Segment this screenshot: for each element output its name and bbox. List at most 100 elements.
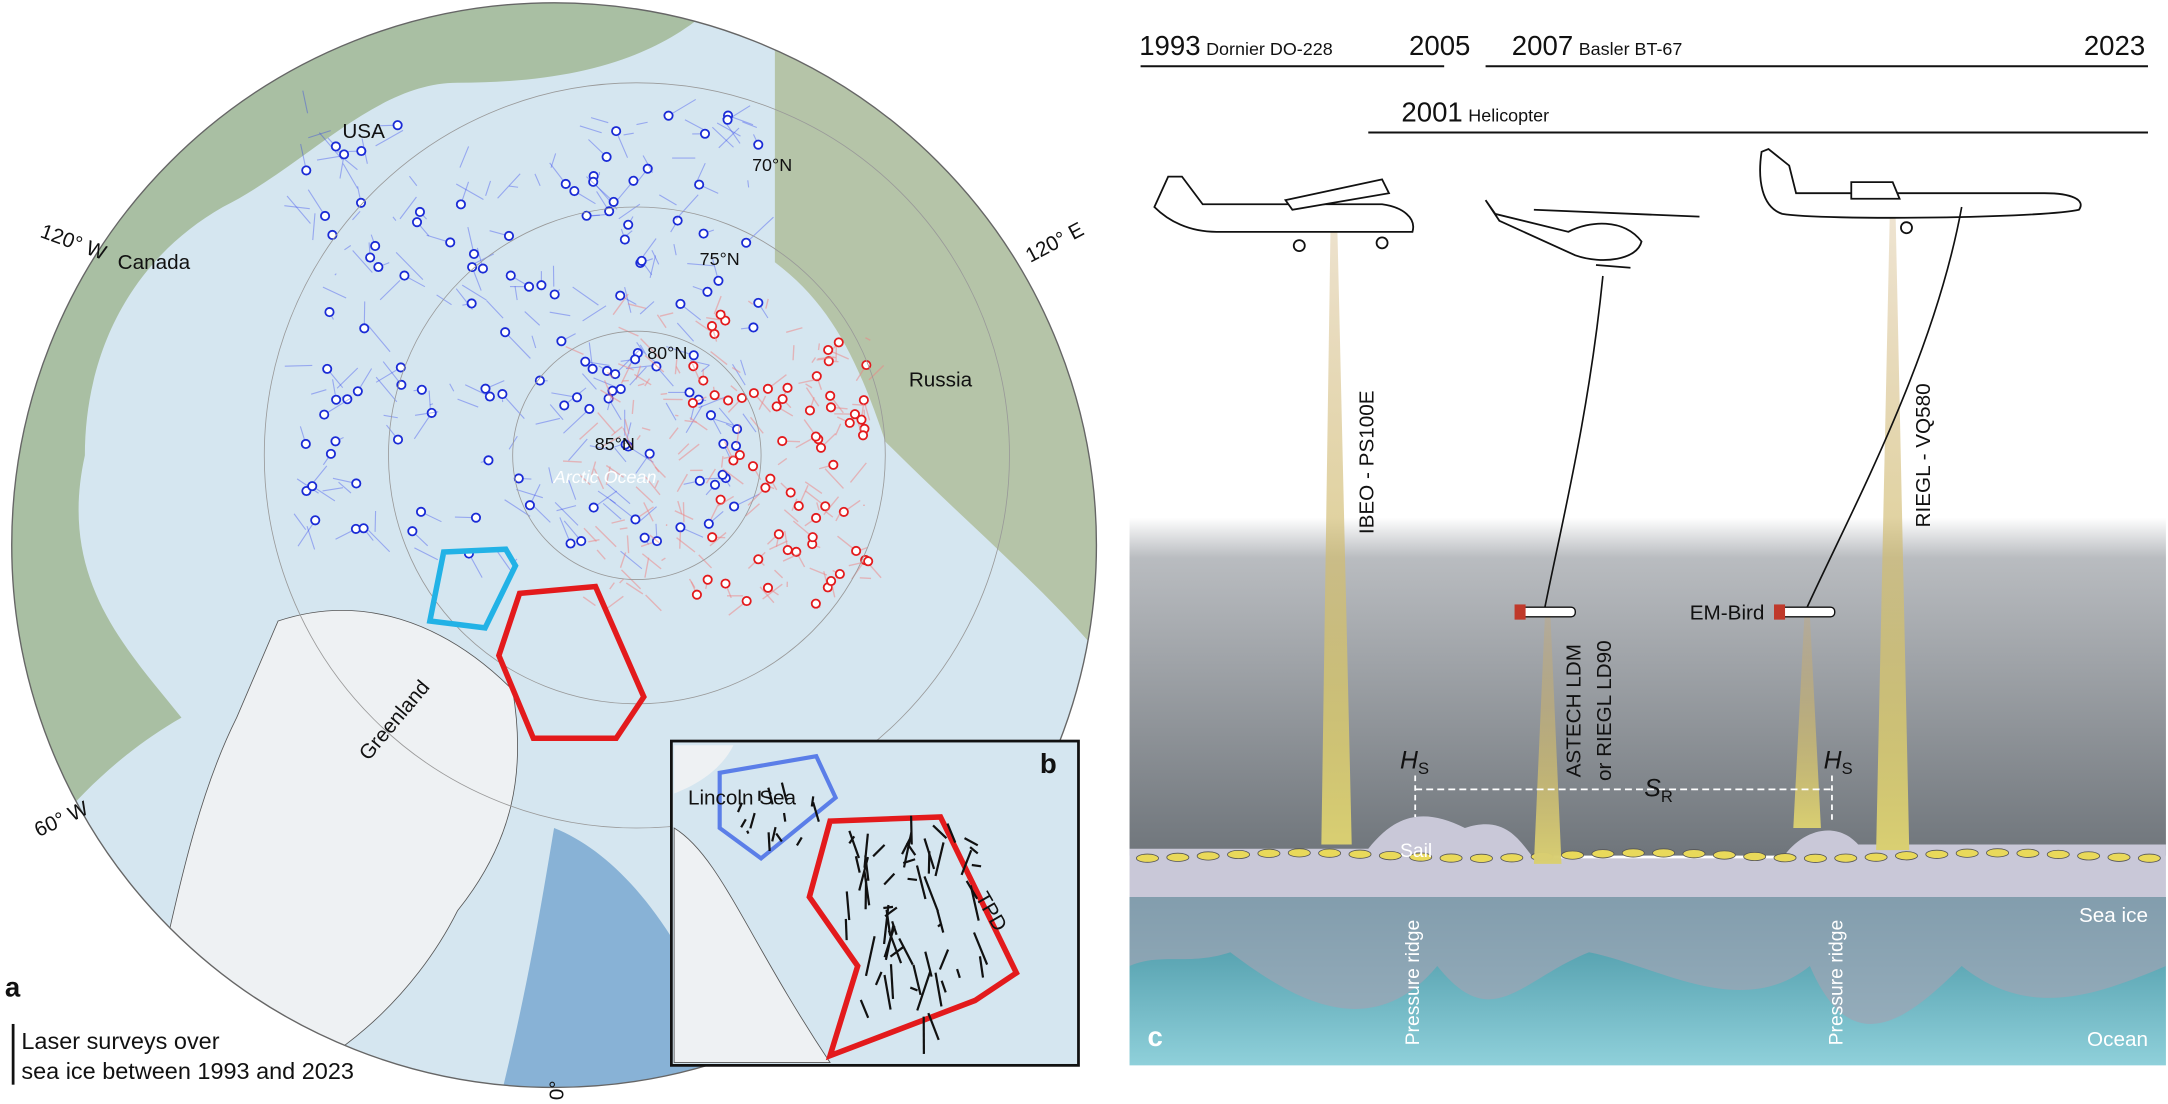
track bbox=[676, 473, 688, 493]
track bbox=[644, 354, 665, 373]
aircraft: Basler BT-67 bbox=[1579, 39, 1683, 59]
track bbox=[627, 303, 647, 310]
inset-tracks bbox=[736, 782, 989, 1054]
panel-label: a bbox=[5, 971, 21, 1002]
track bbox=[593, 468, 605, 490]
track bbox=[767, 787, 774, 805]
track bbox=[457, 398, 479, 408]
lat-circle bbox=[512, 330, 762, 581]
track bbox=[611, 426, 623, 437]
track bbox=[675, 194, 699, 220]
track bbox=[811, 357, 817, 364]
label-usa: USA bbox=[342, 120, 385, 143]
symbol: H bbox=[1400, 748, 1418, 775]
year: 2001 bbox=[1401, 96, 1462, 127]
track bbox=[549, 404, 564, 421]
site bbox=[445, 237, 456, 248]
site bbox=[604, 206, 615, 217]
track bbox=[749, 812, 756, 829]
track bbox=[912, 964, 922, 996]
track bbox=[785, 327, 803, 333]
track bbox=[474, 253, 495, 264]
track bbox=[909, 815, 913, 845]
site bbox=[672, 215, 683, 226]
track bbox=[916, 971, 932, 1011]
track bbox=[322, 487, 344, 492]
footprint bbox=[1834, 853, 1858, 863]
track bbox=[586, 176, 615, 203]
track bbox=[612, 293, 629, 316]
track bbox=[816, 502, 820, 511]
track bbox=[361, 138, 368, 164]
site bbox=[468, 248, 480, 260]
track bbox=[759, 586, 775, 604]
site bbox=[785, 487, 796, 498]
track bbox=[668, 427, 679, 440]
track bbox=[906, 842, 917, 856]
track bbox=[868, 364, 885, 381]
track bbox=[740, 359, 747, 376]
track bbox=[898, 937, 914, 966]
track bbox=[501, 393, 525, 420]
track bbox=[711, 126, 734, 148]
track bbox=[687, 263, 715, 267]
timeline-entry: 2001 Helicopter bbox=[1401, 96, 1549, 127]
site bbox=[392, 434, 404, 445]
track bbox=[909, 986, 918, 992]
track bbox=[568, 479, 577, 500]
track bbox=[504, 499, 531, 517]
track bbox=[972, 932, 989, 966]
site bbox=[709, 479, 721, 490]
track bbox=[932, 824, 948, 839]
site bbox=[748, 388, 759, 399]
track bbox=[344, 159, 358, 171]
track bbox=[636, 121, 648, 126]
timeline-entry: 1993 Dornier DO-228 bbox=[1139, 30, 1333, 61]
track bbox=[619, 552, 627, 568]
site bbox=[838, 506, 849, 517]
footprint bbox=[1773, 853, 1797, 863]
track bbox=[659, 312, 674, 317]
track bbox=[563, 460, 582, 463]
helicopter bbox=[1484, 199, 1700, 269]
site bbox=[580, 356, 591, 367]
site bbox=[411, 217, 423, 228]
site bbox=[729, 501, 740, 512]
track bbox=[774, 569, 784, 579]
track bbox=[318, 132, 343, 161]
site bbox=[571, 392, 583, 403]
site bbox=[793, 500, 804, 511]
footprint bbox=[1955, 848, 1979, 858]
track bbox=[934, 972, 943, 1007]
site bbox=[863, 556, 874, 567]
diagram: 1993 Dornier DO-228 2005 2007 Basler BT-67… bbox=[1129, 30, 2166, 1066]
track bbox=[618, 363, 634, 371]
track bbox=[891, 920, 898, 936]
track bbox=[622, 427, 633, 449]
footprint bbox=[2107, 852, 2131, 862]
tpd-box bbox=[495, 583, 647, 742]
track bbox=[716, 122, 741, 137]
track bbox=[565, 345, 584, 355]
aircraft: Dornier DO-228 bbox=[1206, 39, 1333, 59]
track bbox=[978, 956, 985, 978]
site bbox=[615, 384, 626, 395]
track bbox=[579, 125, 602, 134]
year: 2023 bbox=[2084, 30, 2145, 61]
laser-beam bbox=[1876, 207, 1910, 851]
track bbox=[323, 397, 352, 416]
track bbox=[297, 519, 316, 547]
site bbox=[470, 512, 482, 523]
track bbox=[844, 918, 848, 941]
site bbox=[560, 178, 571, 189]
site bbox=[717, 469, 728, 480]
site bbox=[320, 210, 331, 222]
site bbox=[732, 424, 743, 435]
track bbox=[590, 461, 597, 476]
site bbox=[584, 403, 595, 414]
track bbox=[883, 905, 894, 910]
site bbox=[467, 262, 478, 273]
site bbox=[747, 461, 759, 472]
track bbox=[777, 457, 788, 466]
